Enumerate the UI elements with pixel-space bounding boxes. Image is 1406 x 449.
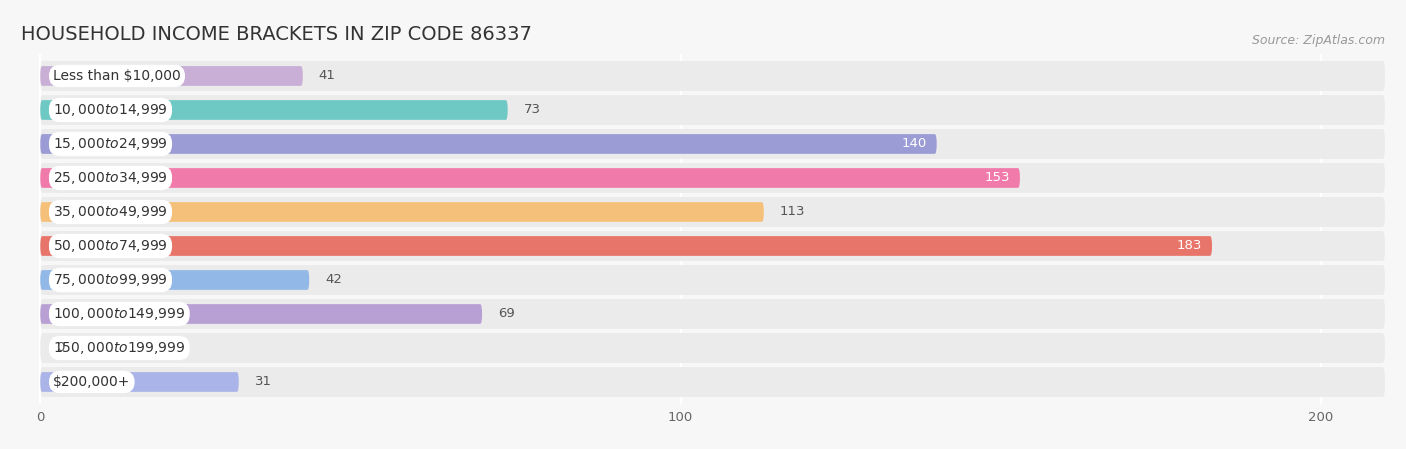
FancyBboxPatch shape	[41, 265, 1385, 295]
FancyBboxPatch shape	[41, 163, 1385, 193]
Text: $75,000 to $99,999: $75,000 to $99,999	[53, 272, 167, 288]
FancyBboxPatch shape	[41, 168, 1019, 188]
Text: $35,000 to $49,999: $35,000 to $49,999	[53, 204, 167, 220]
Text: Less than $10,000: Less than $10,000	[53, 69, 181, 83]
Text: 140: 140	[901, 137, 927, 150]
Text: $200,000+: $200,000+	[53, 375, 131, 389]
FancyBboxPatch shape	[41, 367, 1385, 397]
Text: $100,000 to $149,999: $100,000 to $149,999	[53, 306, 186, 322]
Text: 41: 41	[319, 70, 336, 83]
FancyBboxPatch shape	[41, 100, 508, 120]
FancyBboxPatch shape	[41, 372, 239, 392]
Text: $50,000 to $74,999: $50,000 to $74,999	[53, 238, 167, 254]
FancyBboxPatch shape	[41, 333, 1385, 363]
FancyBboxPatch shape	[41, 236, 1212, 256]
FancyBboxPatch shape	[41, 304, 482, 324]
Text: 113: 113	[780, 206, 806, 219]
Text: $10,000 to $14,999: $10,000 to $14,999	[53, 102, 167, 118]
Text: 73: 73	[523, 103, 541, 116]
FancyBboxPatch shape	[41, 95, 1385, 125]
Text: $150,000 to $199,999: $150,000 to $199,999	[53, 340, 186, 356]
FancyBboxPatch shape	[41, 299, 1385, 329]
Text: 0: 0	[56, 342, 65, 355]
FancyBboxPatch shape	[41, 61, 1385, 91]
Text: 153: 153	[984, 172, 1011, 185]
Text: $25,000 to $34,999: $25,000 to $34,999	[53, 170, 167, 186]
Text: Source: ZipAtlas.com: Source: ZipAtlas.com	[1251, 34, 1385, 47]
FancyBboxPatch shape	[41, 270, 309, 290]
Text: 31: 31	[254, 375, 271, 388]
Text: HOUSEHOLD INCOME BRACKETS IN ZIP CODE 86337: HOUSEHOLD INCOME BRACKETS IN ZIP CODE 86…	[21, 25, 531, 44]
Text: $15,000 to $24,999: $15,000 to $24,999	[53, 136, 167, 152]
Text: 183: 183	[1177, 239, 1202, 252]
FancyBboxPatch shape	[41, 197, 1385, 227]
FancyBboxPatch shape	[41, 129, 1385, 159]
FancyBboxPatch shape	[41, 231, 1385, 261]
Text: 69: 69	[498, 308, 515, 321]
FancyBboxPatch shape	[41, 134, 936, 154]
Text: 42: 42	[325, 273, 342, 286]
FancyBboxPatch shape	[41, 66, 302, 86]
FancyBboxPatch shape	[41, 202, 763, 222]
